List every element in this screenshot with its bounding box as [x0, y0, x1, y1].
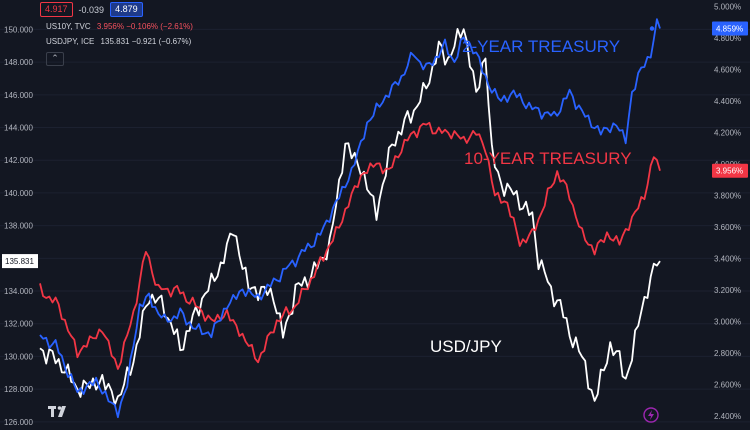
- right-axis-tick-label: 3.800%: [714, 191, 741, 200]
- buy-price-box[interactable]: 4.879: [110, 2, 143, 17]
- left-axis-tick-label: 130.000: [4, 352, 33, 361]
- legend-symbol: USDJPY, ICE: [46, 37, 95, 46]
- right-last-price-tag: [712, 163, 748, 178]
- right-axis-tick-label: 4.600%: [714, 65, 741, 74]
- left-axis-tick-label: 142.000: [4, 156, 33, 165]
- right-axis-tick-label: 2.400%: [714, 412, 741, 421]
- right-axis-tick-label: 4.200%: [714, 128, 741, 137]
- series-annotation: 10-YEAR TREASURY: [464, 149, 632, 168]
- legend-us10y[interactable]: US10Y, TVC 3.956% −0.106% (−2.61%): [46, 21, 193, 33]
- right-axis-tick-label: 5.000%: [714, 2, 741, 11]
- legend-values: 3.956% −0.106% (−2.61%): [96, 22, 193, 31]
- left-last-price-label: 135.831: [5, 257, 34, 266]
- left-axis-tick-label: 148.000: [4, 58, 33, 67]
- last-point-2-year-treasury: [649, 26, 655, 31]
- right-axis-tick-label: 3.600%: [714, 223, 741, 232]
- right-axis-tick-label: 2.600%: [714, 380, 741, 389]
- series-line-usd-jpy: [39, 28, 661, 406]
- sell-price-box[interactable]: 4.917: [40, 2, 73, 17]
- right-last-price-label: 4.859%: [716, 25, 743, 34]
- right-axis-tick-label: 4.800%: [714, 34, 741, 43]
- series-line-10-year-treasury: [39, 121, 661, 370]
- right-last-price-label: 3.956%: [716, 167, 743, 176]
- left-axis-tick-label: 140.000: [4, 189, 33, 198]
- left-axis-tick-label: 126.000: [4, 418, 33, 427]
- left-axis-tick-label: 134.000: [4, 287, 33, 296]
- tradingview-logo-icon[interactable]: [48, 404, 72, 418]
- right-axis-tick-label: 3.200%: [714, 286, 741, 295]
- lightning-icon[interactable]: [643, 407, 659, 423]
- right-axis-tick-label: 2.800%: [714, 349, 741, 358]
- right-axis-tick-label: 4.400%: [714, 97, 741, 106]
- legend-symbol: US10Y, TVC: [46, 22, 91, 31]
- left-axis-tick-label: 128.000: [4, 385, 33, 394]
- series-annotation: 2-YEAR TREASURY: [462, 37, 620, 56]
- series-annotation: USD/JPY: [430, 337, 502, 356]
- spread-value: -0.039: [78, 4, 105, 15]
- series-line-2-year-treasury: [39, 18, 661, 419]
- left-axis-tick-label: 150.000: [4, 25, 33, 34]
- left-axis-tick-label: 138.000: [4, 222, 33, 231]
- left-axis-tick-label: 132.000: [4, 320, 33, 329]
- price-topbar: 4.917 -0.039 4.879: [40, 2, 143, 17]
- right-axis-tick-label: 3.000%: [714, 317, 741, 326]
- right-last-price-tag: [712, 21, 748, 36]
- legend-usdjpy[interactable]: USDJPY, ICE 135.831 −0.921 (−0.67%): [46, 36, 191, 48]
- right-axis-tick-label: 3.400%: [714, 254, 741, 263]
- left-last-price-tag: [2, 254, 38, 269]
- left-axis-tick-label: 146.000: [4, 91, 33, 100]
- chevron-up-icon[interactable]: ⌃: [46, 52, 64, 66]
- legend-values: 135.831 −0.921 (−0.67%): [100, 37, 192, 46]
- left-axis-tick-label: 144.000: [4, 124, 33, 133]
